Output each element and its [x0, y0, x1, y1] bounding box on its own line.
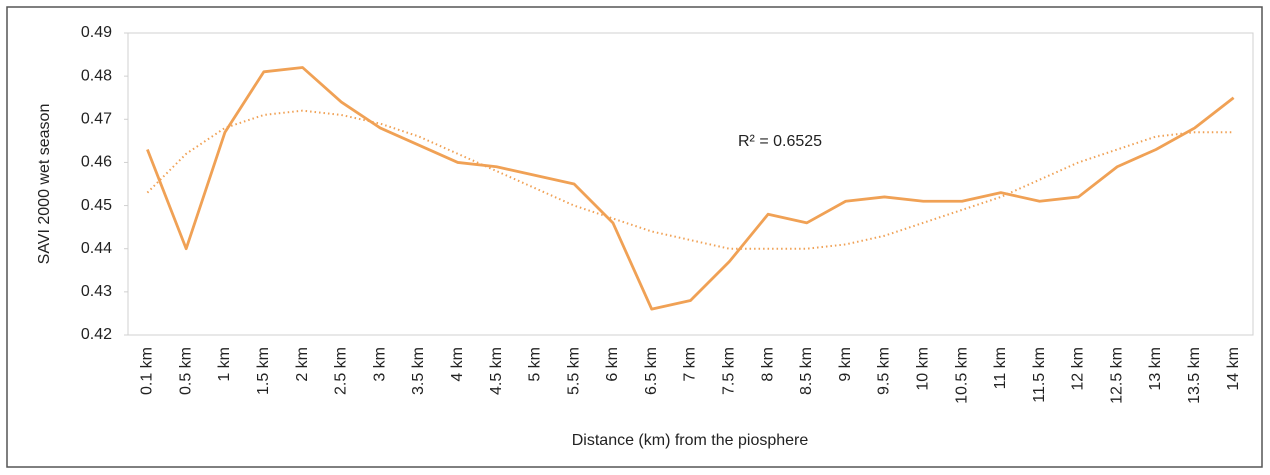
y-tick-label: 0.44 — [81, 240, 112, 257]
y-tick-label: 0.47 — [81, 111, 112, 128]
x-tick-label: 0.1 km — [139, 347, 156, 395]
y-tick-label: 0.46 — [81, 154, 112, 171]
x-axis-title: Distance (km) from the piosphere — [572, 432, 809, 449]
chart-frame — [6, 6, 1263, 468]
x-tick-label: 4.5 km — [488, 347, 505, 395]
plot-frame — [127, 32, 1254, 336]
x-tick-label: 7 km — [682, 347, 699, 382]
x-tick-label: 11 km — [992, 347, 1009, 389]
x-tick-label: 3.5 km — [410, 347, 427, 395]
x-tick-label: 5 km — [527, 347, 544, 382]
y-tick-label: 0.49 — [81, 24, 112, 41]
y-tick-label: 0.42 — [81, 326, 112, 343]
x-tick-label: 3 km — [371, 347, 388, 382]
x-tick-label: 6.5 km — [643, 347, 660, 395]
x-tick-label: 11.5 km — [1031, 347, 1048, 403]
x-tick-label: 10.5 km — [953, 347, 970, 404]
x-tick-label: 0.5 km — [177, 347, 194, 395]
x-tick-label: 2 km — [294, 347, 311, 382]
x-tick-label: 5.5 km — [565, 347, 582, 395]
x-tick-label: 8.5 km — [798, 347, 815, 395]
x-tick-label: 12.5 km — [1108, 347, 1125, 404]
trend-annotation: R² = 0.6525 — [738, 133, 822, 150]
y-tick-label: 0.48 — [81, 67, 112, 84]
x-tick-label: 7.5 km — [721, 347, 738, 395]
trendline — [146, 109, 1234, 250]
x-tick-label: 9.5 km — [876, 347, 893, 395]
x-tick-label: 10 km — [914, 347, 931, 391]
x-tick-label: 14 km — [1225, 347, 1242, 391]
x-tick-label: 13 km — [1147, 347, 1164, 391]
x-tick-label: 1.5 km — [255, 347, 272, 395]
x-tick-label: 12 km — [1070, 347, 1087, 391]
x-tick-label: 4 km — [449, 347, 466, 382]
data-line — [146, 66, 1235, 311]
x-tick-label: 8 km — [759, 347, 776, 382]
x-tick-label: 2.5 km — [333, 347, 350, 395]
x-tick-label: 1 km — [216, 347, 233, 382]
y-tick-label: 0.43 — [81, 283, 112, 300]
y-axis-title: SAVI 2000 wet season — [36, 104, 53, 265]
y-tick-label: 0.45 — [81, 197, 112, 214]
x-tick-label: 13.5 km — [1186, 347, 1203, 404]
x-tick-label: 6 km — [604, 347, 621, 382]
x-tick-label: 9 km — [837, 347, 854, 382]
